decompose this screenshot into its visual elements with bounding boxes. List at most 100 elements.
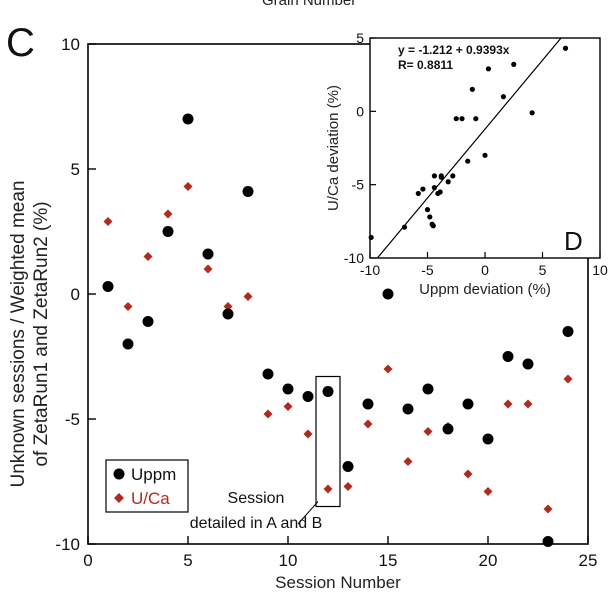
uppm-point [282, 383, 294, 395]
uppm-point [362, 398, 374, 410]
panel-c-y-axis-label-line2: of ZetaRun1 and ZetaRun2 (%) [31, 201, 52, 466]
session-callout-line [297, 501, 319, 525]
uca-point [363, 419, 373, 429]
panel-c-letter: C [6, 21, 35, 65]
uppm-point [542, 536, 554, 547]
uca-point [283, 402, 293, 411]
d-point [415, 190, 421, 197]
uppm-point [342, 461, 354, 472]
uppm-point [202, 248, 214, 260]
d-point [430, 223, 436, 229]
d-y-tick-label: 0 [356, 103, 364, 119]
d-point [420, 186, 426, 192]
d-point [401, 224, 408, 230]
panel-d-fit-line [376, 37, 562, 259]
d-point [453, 116, 459, 122]
uca-point [523, 399, 533, 409]
uca-point [503, 399, 513, 409]
x-tick-label: 20 [479, 551, 498, 570]
uca-point [323, 484, 333, 494]
panel-c-data-points [102, 113, 574, 547]
uca-point [103, 217, 113, 226]
d-point [473, 116, 479, 122]
d-point [485, 66, 492, 72]
y-tick-label: -5 [65, 410, 80, 429]
uppm-point [422, 383, 434, 395]
uca-point [303, 429, 313, 439]
legend-uppm-label: Uppm [131, 465, 176, 484]
d-point [562, 45, 569, 51]
session-callout-text-line1: Session [228, 490, 285, 507]
d-point [445, 179, 451, 185]
uppm-point [322, 386, 334, 397]
legend-uca-marker [114, 493, 124, 503]
d-point [450, 173, 456, 179]
panel-d-y-axis-label: U/Ca deviation (%) [325, 85, 342, 211]
uppm-point [382, 288, 394, 300]
uca-point [203, 264, 213, 274]
panel-d-letter: D [564, 226, 583, 256]
d-x-tick-label: -5 [421, 262, 434, 278]
uca-point [163, 209, 173, 219]
legend-uca-label: U/Ca [131, 489, 170, 508]
uca-point [403, 457, 413, 466]
panel-c-axes: 0 5 10 15 20 25 -10 -5 0 5 10 [55, 35, 597, 570]
uca-point [223, 302, 233, 311]
x-tick-label: 10 [279, 551, 298, 570]
y-tick-label: 10 [61, 35, 80, 54]
d-y-tick-label: -10 [344, 250, 364, 266]
uca-point [123, 302, 133, 311]
uppm-point [522, 358, 534, 370]
d-point [427, 214, 433, 220]
uppm-point [102, 281, 114, 292]
d-point [431, 173, 437, 179]
uppm-point [182, 113, 194, 125]
uca-point [423, 427, 433, 436]
uppm-point [142, 316, 154, 327]
cropped-top-label: Grain Number [262, 0, 357, 9]
panel-d-equation: y = -1.212 + 0.9393x [398, 43, 510, 57]
uca-point [143, 252, 153, 261]
panel-d-axes: -10 -5 0 5 10 -10 -5 0 5 [344, 30, 608, 278]
session-callout-text-line2: detailed in A and B [190, 515, 323, 532]
uppm-point [462, 398, 474, 410]
uca-point [243, 292, 253, 301]
panel-d-x-axis-label: Uppm deviation (%) [419, 281, 551, 298]
d-point [437, 189, 443, 195]
d-y-tick-label: -5 [352, 177, 365, 193]
uppm-point [302, 391, 314, 402]
d-point [482, 152, 488, 158]
uppm-point [482, 433, 494, 445]
uca-point [183, 182, 193, 191]
d-x-tick-label: 5 [539, 262, 547, 278]
d-point [469, 86, 475, 92]
uca-point [343, 482, 353, 491]
uppm-point [402, 403, 414, 415]
d-y-tick-label: 5 [356, 30, 364, 46]
uppm-point [242, 186, 254, 197]
y-tick-label: 5 [71, 160, 80, 179]
x-tick-label: 5 [183, 551, 192, 570]
uca-point [263, 409, 273, 419]
d-x-tick-label: -10 [360, 262, 380, 278]
uca-point [563, 374, 573, 384]
d-point [529, 110, 535, 116]
d-point [438, 173, 444, 179]
d-x-tick-label: 10 [592, 262, 608, 278]
d-x-tick-label: 0 [481, 262, 489, 278]
d-point [459, 116, 465, 122]
uca-point [383, 364, 393, 374]
panel-c: C 0 5 10 15 20 25 -10 -5 0 5 10 Session Number Unk… [6, 21, 597, 592]
session-highlight-box [315, 375, 341, 508]
uppm-point [502, 351, 514, 362]
x-tick-label: 0 [83, 551, 92, 570]
y-tick-label: -10 [55, 535, 80, 554]
uca-point [543, 504, 553, 514]
uppm-point [562, 326, 574, 337]
d-point [431, 185, 437, 191]
panel-c-legend: Uppm U/Ca [105, 459, 189, 513]
uca-point [463, 469, 473, 479]
panel-d: -10 -5 0 5 10 -10 -5 0 5 y = -1.212 + 0.9393x R=… [325, 30, 608, 298]
panel-d-data-points [368, 45, 569, 241]
